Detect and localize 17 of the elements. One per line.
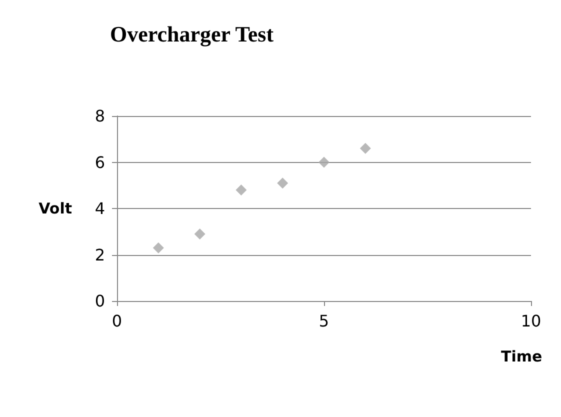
chart-title: Overcharger Test	[110, 22, 274, 46]
y-tick-label: 2	[94, 245, 105, 264]
point	[236, 184, 247, 196]
x-axis-title: Time	[501, 348, 542, 366]
x-tick-label: 0	[112, 312, 122, 330]
point	[318, 156, 330, 168]
point	[152, 242, 164, 254]
y-axis-title: Volt	[38, 200, 72, 218]
y-tick-label: 6	[94, 152, 105, 172]
x-tick-label: 5	[318, 312, 330, 330]
point	[277, 178, 288, 189]
point	[194, 228, 206, 240]
y-tick-label: 8	[94, 106, 105, 126]
point	[360, 142, 371, 154]
x-tick-label: 10	[520, 312, 542, 330]
y-tick-label: 4	[94, 199, 105, 218]
y-tick-label: 0	[94, 292, 105, 310]
